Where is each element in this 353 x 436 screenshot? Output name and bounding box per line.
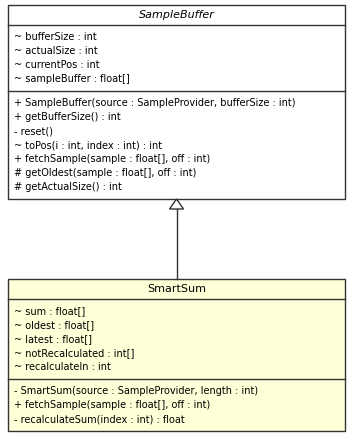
Text: + getBufferSize() : int: + getBufferSize() : int [14, 112, 121, 122]
Text: # getActualSize() : int: # getActualSize() : int [14, 182, 122, 192]
Text: ~ latest : float[]: ~ latest : float[] [14, 334, 92, 344]
Text: ~ recalculateIn : int: ~ recalculateIn : int [14, 362, 111, 372]
Text: + SampleBuffer(source : SampleProvider, bufferSize : int): + SampleBuffer(source : SampleProvider, … [14, 98, 295, 108]
Bar [8, 279, 345, 431]
Text: ~ sampleBuffer : float[]: ~ sampleBuffer : float[] [14, 74, 130, 84]
Text: ~ actualSize : int: ~ actualSize : int [14, 46, 98, 56]
Text: # getOldest(sample : float[], off : int): # getOldest(sample : float[], off : int) [14, 168, 196, 178]
Text: - SmartSum(source : SampleProvider, length : int): - SmartSum(source : SampleProvider, leng… [14, 386, 258, 396]
Text: + fetchSample(sample : float[], off : int): + fetchSample(sample : float[], off : in… [14, 400, 210, 410]
Text: ~ sum : float[]: ~ sum : float[] [14, 306, 85, 316]
Text: - recalculateSum(index : int) : float: - recalculateSum(index : int) : float [14, 414, 185, 424]
Text: SampleBuffer: SampleBuffer [139, 10, 214, 20]
Polygon shape [169, 199, 184, 209]
Text: - reset(): - reset() [14, 126, 53, 136]
Bar [8, 5, 345, 199]
Text: ~ currentPos : int: ~ currentPos : int [14, 60, 100, 70]
Text: ~ notRecalculated : int[]: ~ notRecalculated : int[] [14, 348, 134, 358]
Text: ~ oldest : float[]: ~ oldest : float[] [14, 320, 94, 330]
Text: + fetchSample(sample : float[], off : int): + fetchSample(sample : float[], off : in… [14, 154, 210, 164]
Text: ~ bufferSize : int: ~ bufferSize : int [14, 32, 97, 42]
Text: SmartSum: SmartSum [147, 284, 206, 294]
Text: ~ toPos(i : int, index : int) : int: ~ toPos(i : int, index : int) : int [14, 140, 162, 150]
